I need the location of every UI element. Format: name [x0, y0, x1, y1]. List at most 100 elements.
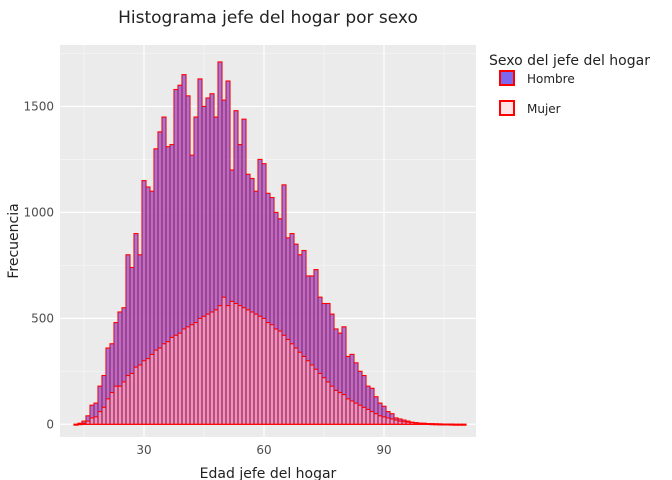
bar-mujer	[293, 347, 299, 425]
bar-mujer	[169, 336, 175, 425]
bar-mujer	[129, 372, 135, 425]
bar-mujer	[405, 421, 411, 425]
bar-mujer	[313, 368, 319, 425]
bar-mujer	[149, 353, 155, 425]
bar-mujer	[429, 423, 435, 426]
bar-mujer	[441, 423, 447, 426]
bar-mujer	[377, 415, 383, 425]
bar-mujer	[373, 413, 379, 425]
bar-mujer	[417, 422, 423, 425]
bar-mujer	[109, 391, 115, 425]
bar-mujer	[281, 334, 287, 425]
bar-mujer	[345, 398, 351, 425]
x-axis-ticks: 30 60 90	[136, 443, 391, 457]
series-mujer-bars	[73, 296, 467, 426]
bar-mujer	[253, 313, 259, 425]
bar-mujer	[385, 417, 391, 425]
bar-mujer	[113, 385, 119, 425]
bar-mujer	[157, 347, 163, 425]
bar-mujer	[369, 411, 375, 425]
bar-mujer	[309, 364, 315, 425]
bar-mujer	[137, 364, 143, 425]
bar-mujer	[433, 423, 439, 426]
legend: Sexo del jefe del hogar Hombre Mujer	[489, 53, 650, 116]
y-tick-label: 1500	[23, 99, 54, 113]
bar-mujer	[277, 330, 283, 425]
legend-label-mujer: Mujer	[527, 102, 561, 116]
bar-mujer	[245, 309, 251, 425]
bar-mujer	[357, 404, 363, 425]
bar-mujer	[153, 349, 159, 425]
bar-mujer	[193, 322, 199, 425]
y-axis-ticks: 0 500 1000 1500	[23, 99, 54, 431]
bar-mujer	[325, 381, 331, 425]
x-axis-title: Edad jefe del hogar	[200, 466, 337, 480]
bar-mujer	[117, 385, 123, 425]
y-axis-title: Frecuencia	[6, 203, 22, 278]
bar-mujer	[449, 423, 455, 426]
bar-mujer	[361, 406, 367, 425]
bar-mujer	[197, 317, 203, 425]
bar-mujer	[265, 322, 271, 425]
legend-title: Sexo del jefe del hogar	[489, 53, 650, 69]
bar-mujer	[305, 360, 311, 425]
bar-mujer	[181, 328, 187, 425]
bar-mujer	[421, 422, 427, 425]
y-tick-label: 500	[31, 311, 54, 325]
bar-mujer	[301, 355, 307, 425]
bar-mujer	[93, 416, 99, 425]
bar-mujer	[105, 398, 111, 425]
bar-mujer	[401, 421, 407, 425]
bar-mujer	[221, 296, 227, 425]
bar-mujer	[461, 423, 467, 426]
bar-mujer	[333, 389, 339, 425]
bar-mujer	[205, 313, 211, 425]
legend-swatch-hombre	[499, 70, 515, 86]
y-tick-label: 1000	[23, 205, 54, 219]
bar-mujer	[349, 400, 355, 425]
chart-title: Histograma jefe del hogar por sexo	[118, 8, 418, 28]
bar-mujer	[189, 324, 195, 425]
bar-mujer	[161, 343, 167, 425]
bar-mujer	[445, 423, 451, 426]
bar-mujer	[229, 300, 235, 425]
bar-mujer	[413, 422, 419, 425]
bar-mujer	[165, 341, 171, 425]
bar-mujer	[141, 360, 147, 425]
bar-mujer	[261, 317, 267, 425]
bar-mujer	[213, 309, 219, 425]
bar-mujer	[341, 394, 347, 425]
x-tick-label: 90	[376, 443, 391, 457]
bar-mujer	[85, 420, 91, 425]
bar-mujer	[177, 332, 183, 425]
x-tick-label: 30	[136, 443, 151, 457]
bar-mujer	[329, 385, 335, 425]
bar-mujer	[337, 391, 343, 425]
bar-mujer	[397, 420, 403, 425]
bar-mujer	[209, 311, 215, 425]
bar-mujer	[389, 418, 395, 425]
bar-mujer	[285, 338, 291, 425]
x-tick-label: 60	[256, 443, 271, 457]
bar-mujer	[73, 423, 79, 426]
bar-mujer	[173, 334, 179, 425]
bar-mujer	[425, 423, 431, 426]
bar-mujer	[249, 311, 255, 425]
bar-mujer	[317, 372, 323, 425]
bar-mujer	[81, 422, 87, 425]
bar-mujer	[297, 351, 303, 425]
bar-mujer	[381, 416, 387, 425]
bar-mujer	[145, 358, 151, 425]
bar-mujer	[257, 315, 263, 425]
bar-mujer	[77, 423, 83, 426]
bar-mujer	[97, 411, 103, 425]
bar-mujer	[457, 423, 463, 426]
bar-mujer	[273, 328, 279, 425]
legend-label-hombre: Hombre	[527, 72, 575, 86]
bar-mujer	[437, 423, 443, 426]
bar-mujer	[217, 305, 223, 425]
bar-mujer	[201, 315, 207, 425]
bar-mujer	[121, 381, 127, 425]
bar-mujer	[185, 326, 191, 425]
